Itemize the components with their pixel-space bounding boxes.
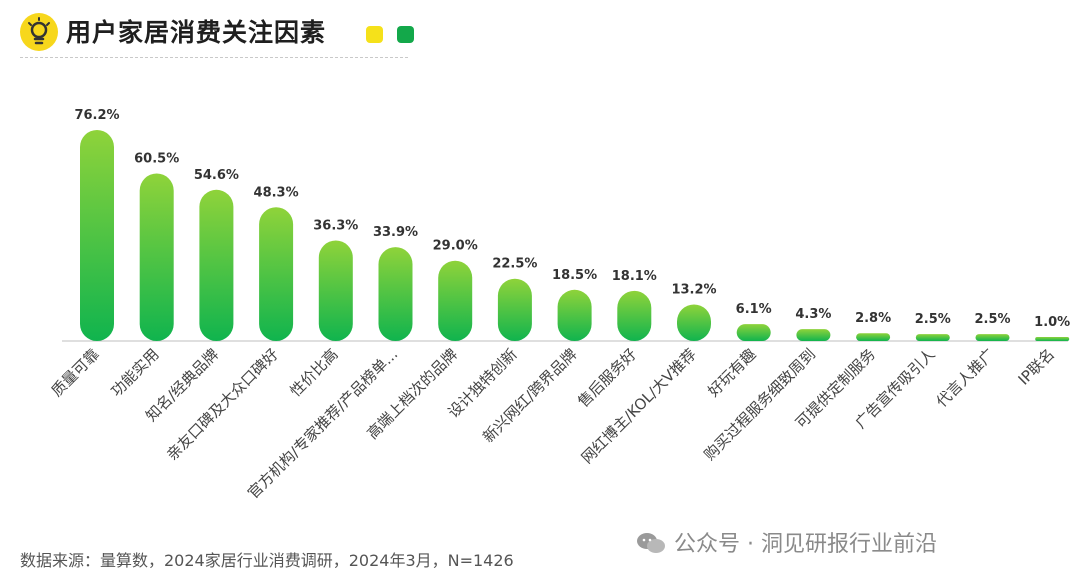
value-label-10: 13.2% [671,282,716,297]
bar-14 [915,334,950,341]
bar-4 [318,240,353,341]
bar-15 [975,334,1010,341]
category-label-11: 好玩有趣 [704,345,759,400]
bar-1 [139,173,174,341]
category-label-12: 购买过程服务细致周到 [700,345,819,464]
bulb-icon [20,13,58,51]
page-title: 用户家居消费关注因素 [66,18,327,47]
legend-swatch-yellow [366,26,383,43]
wechat-icon [637,533,665,553]
bar-7 [497,278,532,341]
category-label-16: IP联名 [1015,345,1058,388]
value-label-4: 36.3% [313,218,358,233]
bar-2 [199,189,234,341]
legend-swatch-green [397,26,414,43]
bar-8 [557,289,592,341]
watermark-text: 公众号 · 洞见研报行业前沿 [674,532,937,557]
value-label-0: 76.2% [74,108,119,123]
value-label-6: 29.0% [433,239,478,254]
bar-6 [438,260,473,341]
value-label-1: 60.5% [134,151,179,166]
bar-13 [856,333,891,341]
value-label-16: 1.0% [1034,315,1070,330]
value-label-9: 18.1% [612,269,657,284]
category-label-0: 质量可靠 [48,345,103,400]
value-label-3: 48.3% [254,185,299,200]
value-label-11: 6.1% [736,302,772,317]
bar-11 [736,324,771,341]
category-label-10: 网红博主/KOL/大V推荐 [578,345,700,467]
value-label-12: 4.3% [795,307,831,322]
value-label-14: 2.5% [915,312,951,327]
bar-3 [259,207,294,341]
bar-0 [80,130,114,341]
value-label-15: 2.5% [974,312,1010,327]
title-divider [20,57,408,58]
value-label-7: 22.5% [492,257,537,272]
value-label-8: 18.5% [552,268,597,283]
bar-9 [617,290,652,341]
category-label-1: 功能实用 [107,345,162,400]
value-label-2: 54.6% [194,168,239,183]
bar-12 [796,329,831,341]
watermark: 公众号 · 洞见研报行业前沿 [636,526,937,558]
bar-10 [677,304,711,341]
value-label-5: 33.9% [373,225,418,240]
category-label-3: 亲友口碑及大众口碑好 [163,345,282,464]
category-label-4: 性价比高 [286,345,341,400]
source-note: 数据来源：量算数，2024家居行业消费调研，2024年3月，N=1426 [20,551,514,570]
value-label-13: 2.8% [855,311,891,326]
bar-5 [378,247,413,341]
bar-16 [1035,337,1070,341]
category-label-15: 代言人推广 [933,345,999,411]
